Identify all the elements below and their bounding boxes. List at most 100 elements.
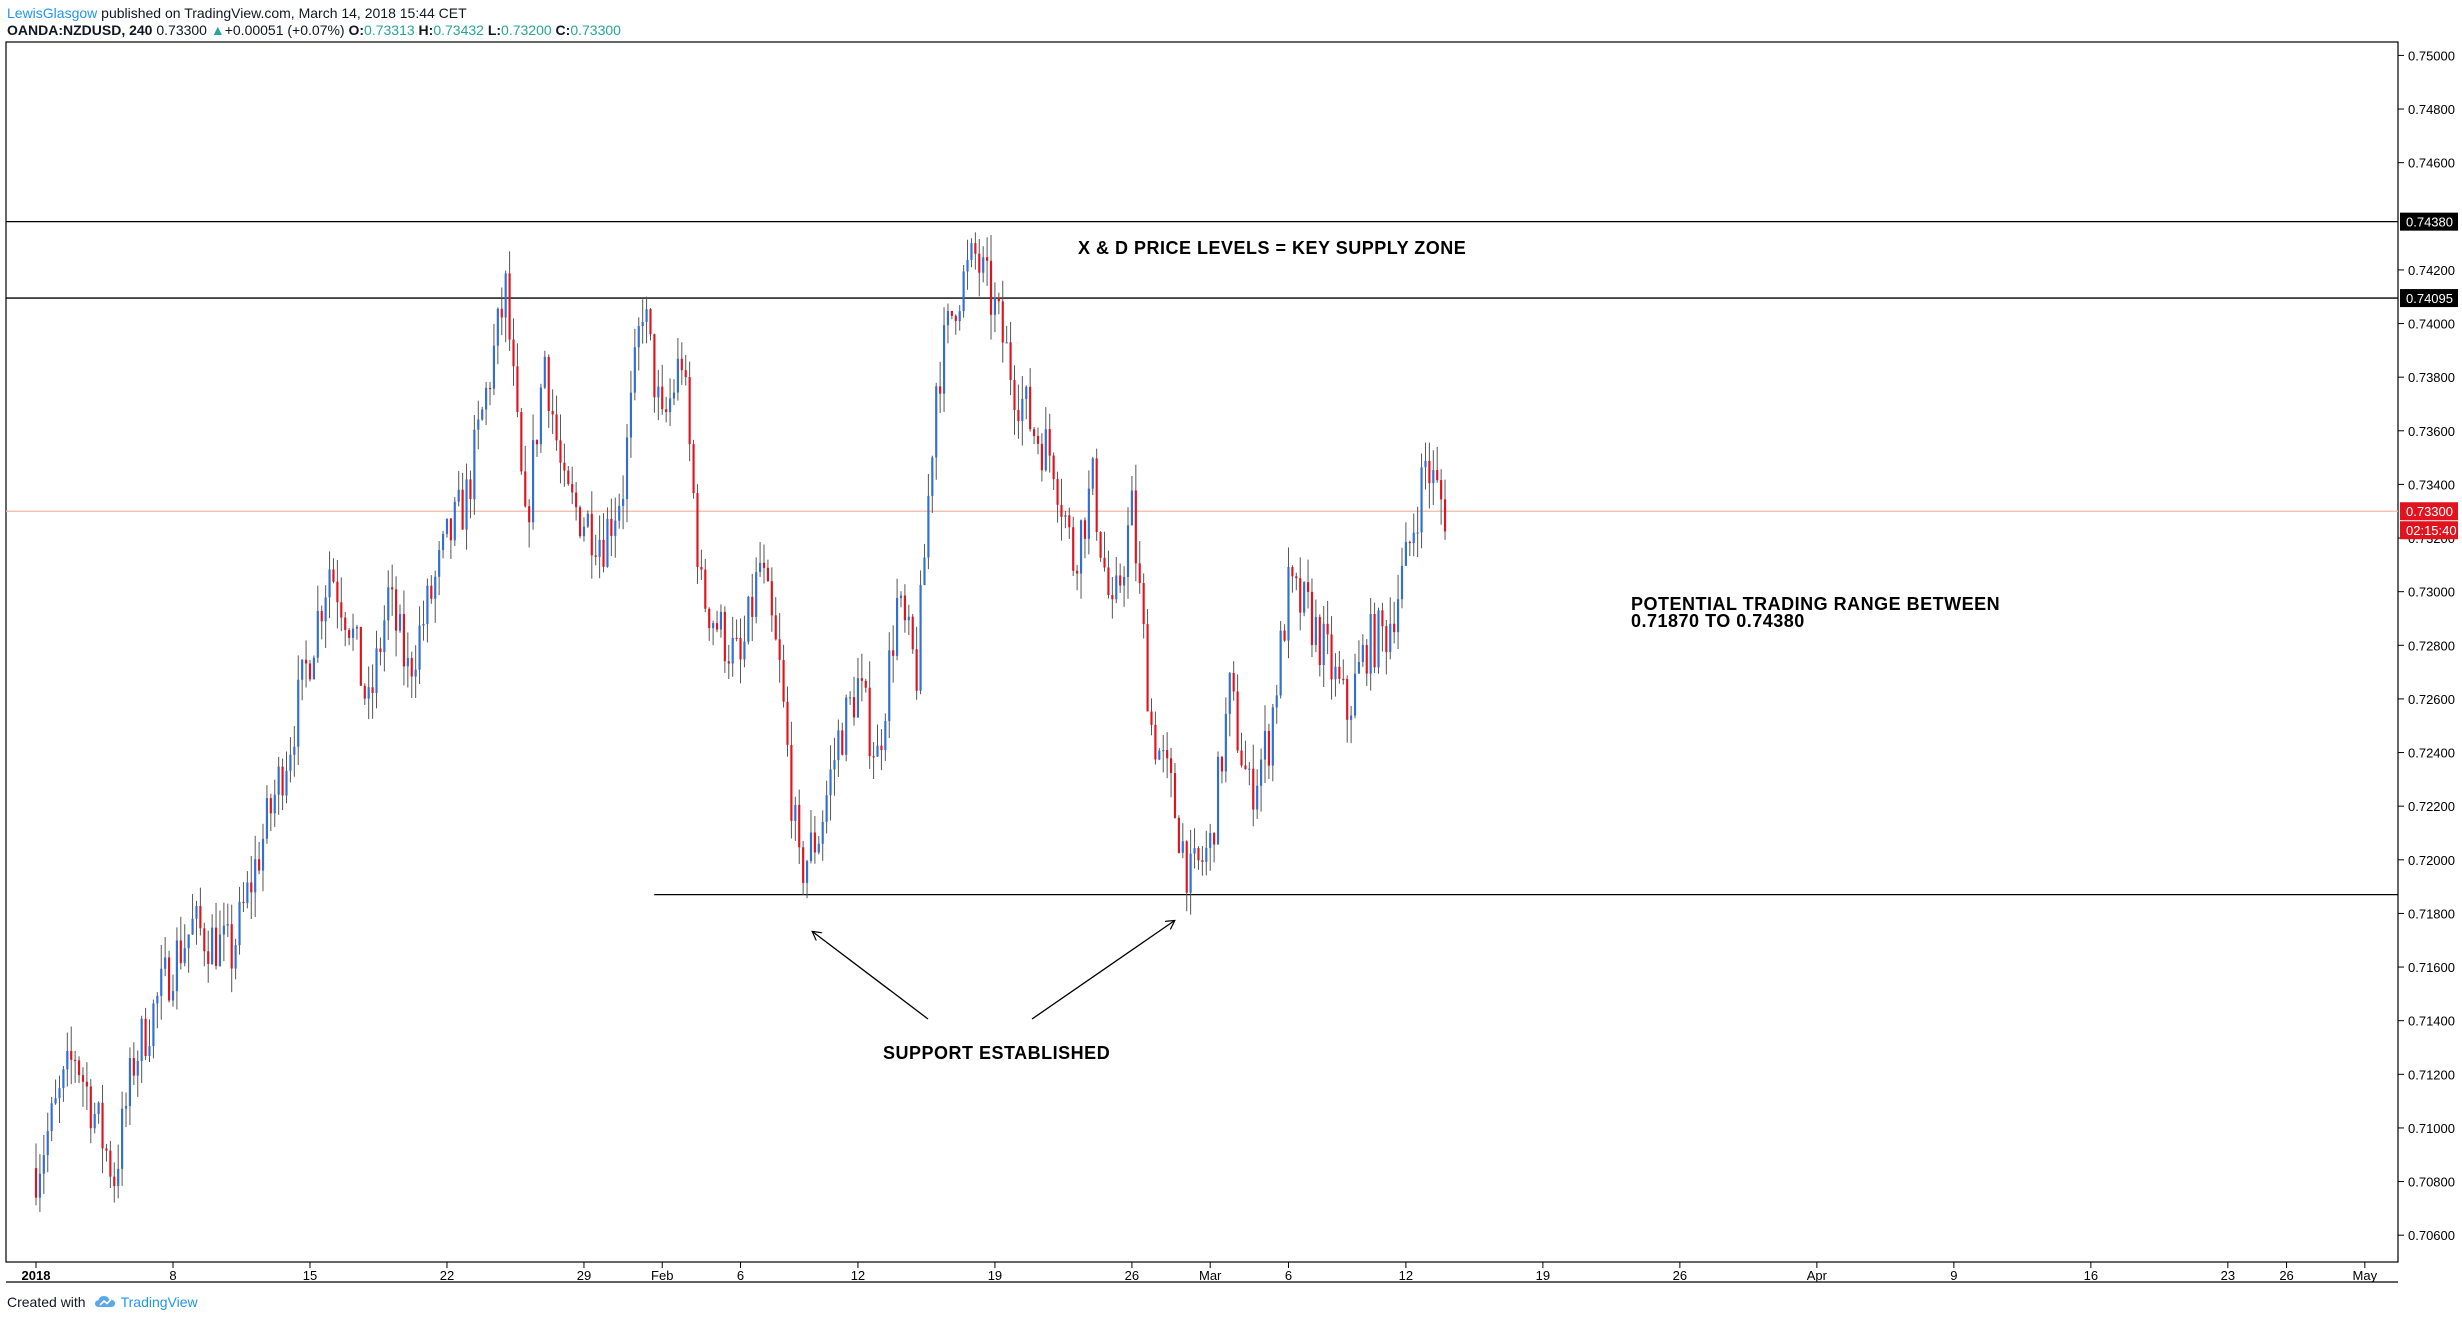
candle (786, 687, 788, 757)
candle-body (806, 861, 808, 883)
candle-body (1178, 818, 1180, 853)
candle-body (109, 1151, 111, 1177)
candle (1240, 733, 1242, 768)
candle (1182, 823, 1184, 858)
candle-body (180, 940, 182, 963)
candle (974, 232, 976, 269)
candle (360, 627, 362, 686)
candle (375, 631, 377, 709)
candle-body (442, 534, 444, 550)
candle-body (340, 602, 342, 617)
candle (943, 307, 945, 412)
candle (297, 655, 299, 765)
time-tick-label: Feb (651, 1268, 673, 1283)
candle-body (39, 1174, 41, 1198)
candle-body (454, 502, 456, 541)
price-tick-label: 0.74800 (2408, 102, 2455, 117)
candle-body (1135, 490, 1137, 563)
candle (1150, 698, 1152, 735)
candle-body (86, 1082, 88, 1087)
candle (536, 439, 538, 457)
candle (309, 660, 311, 682)
candle-body (912, 617, 914, 650)
candle (282, 759, 284, 810)
candle-body (610, 519, 612, 536)
candle (528, 499, 530, 547)
candle (849, 691, 851, 705)
candle-body (1170, 758, 1172, 773)
candle-body (798, 805, 800, 847)
candle-body (152, 1003, 154, 1046)
candle-body (101, 1103, 103, 1149)
candle (826, 781, 828, 834)
candle (579, 505, 581, 538)
candle-body (1436, 470, 1438, 480)
tradingview-link[interactable]: TradingView (94, 1293, 198, 1311)
candle-body (184, 948, 186, 963)
candle (1401, 548, 1403, 608)
candle (782, 645, 784, 708)
candle (1119, 563, 1121, 592)
candle-body (1389, 624, 1391, 652)
candle-body (62, 1069, 64, 1088)
candle-body (916, 649, 918, 691)
candle-body (188, 934, 190, 948)
candle (301, 659, 303, 700)
candle (101, 1085, 103, 1173)
candle (923, 544, 925, 585)
price-tick-label: 0.73800 (2408, 370, 2455, 385)
candle-body (1186, 841, 1188, 892)
candle-body (219, 935, 221, 966)
countdown-badge-label: 02:15:40 (2406, 523, 2457, 538)
candle (583, 517, 585, 541)
candle (1076, 565, 1078, 590)
candle-body (1072, 527, 1074, 571)
candle (1049, 414, 1051, 473)
candle-body (1240, 751, 1242, 766)
candle-body (1444, 499, 1446, 531)
time-tick-label: 26 (2279, 1268, 2293, 1283)
candle-body (720, 612, 722, 630)
candle-body (704, 570, 706, 609)
candle (873, 742, 875, 779)
candle (845, 695, 847, 762)
candle-body (512, 340, 514, 367)
candle-body (43, 1155, 45, 1174)
candle-body (1370, 614, 1372, 674)
candle-body (743, 642, 745, 660)
candle-body (935, 386, 937, 457)
chart-frame (6, 42, 2398, 1282)
candle-body (919, 585, 921, 691)
time-tick-label: 2018 (22, 1268, 51, 1283)
candle-body (266, 798, 268, 839)
candle-body (829, 769, 831, 795)
candle-body (841, 730, 843, 754)
candle (512, 318, 514, 385)
candle (1162, 735, 1164, 772)
candle (1244, 741, 1246, 770)
candle (712, 621, 714, 645)
candle (1033, 427, 1035, 444)
candle (1209, 824, 1211, 871)
candle (1350, 706, 1352, 743)
time-tick-label: 29 (577, 1268, 591, 1283)
candle (391, 565, 393, 616)
candle-body (595, 555, 597, 556)
candle (141, 1016, 143, 1083)
price-tick-label: 0.71600 (2408, 960, 2455, 975)
candle-body (430, 586, 432, 599)
candle-body (1264, 731, 1266, 760)
candle (587, 510, 589, 528)
candle-body (191, 919, 193, 935)
candle (1283, 624, 1285, 642)
candle (947, 304, 949, 344)
candle-body (1127, 525, 1129, 577)
candle (238, 887, 240, 955)
author-link[interactable]: LewisGlasgow (7, 5, 97, 21)
candle-body (771, 581, 773, 615)
candle-body (583, 527, 585, 537)
candle-body (207, 951, 209, 964)
candle-body (716, 623, 718, 629)
candle-body (379, 648, 381, 652)
candle (555, 396, 557, 451)
